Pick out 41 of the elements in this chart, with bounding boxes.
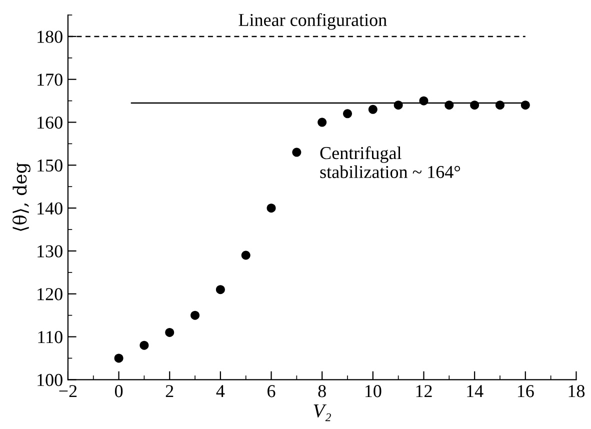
point (368, 104, 378, 114)
x-tick-label: 4 (216, 385, 225, 398)
x-tick-label: 12 (416, 385, 432, 398)
y-tick-label: 170 (38, 74, 62, 86)
point (520, 100, 530, 110)
y-tick-label: 100 (38, 374, 62, 386)
x-tick-label: −2 (59, 385, 77, 398)
y-axis-title: ⟨θ⟩, deg (12, 162, 30, 231)
point (216, 285, 225, 294)
point (419, 96, 428, 106)
point (343, 109, 352, 118)
point (241, 250, 250, 260)
point (165, 328, 174, 337)
x-tick-label: 6 (268, 385, 276, 398)
y-tick-label: 120 (38, 288, 62, 300)
x-tick-label: 16 (518, 385, 534, 398)
x-tick-label: 14 (467, 385, 484, 398)
point (470, 100, 480, 110)
annotation: Linear configuration (238, 13, 387, 30)
y-tick-label: 180 (38, 30, 62, 43)
point (444, 100, 454, 110)
point (140, 340, 149, 350)
x-tick-label: 18 (568, 385, 585, 398)
point (266, 204, 276, 213)
point (190, 310, 200, 320)
x-axis-title: V₂ (314, 404, 331, 422)
y-tick-label: 160 (38, 116, 62, 129)
point (292, 148, 302, 157)
point (394, 100, 403, 110)
x-tick-label: 10 (365, 385, 382, 398)
x-tick-label: 8 (318, 385, 326, 398)
point (495, 100, 504, 110)
y-tick-label: 140 (38, 202, 62, 215)
point (318, 118, 327, 127)
x-tick-label: 0 (114, 385, 123, 398)
y-tick-label: 110 (38, 331, 62, 344)
y-tick-label: 130 (38, 245, 62, 258)
annotation: Centrifugal stabilization ~ 164° (320, 146, 460, 178)
y-tick-label: 150 (38, 159, 62, 172)
point (114, 354, 124, 363)
x-tick-label: 2 (166, 385, 174, 398)
